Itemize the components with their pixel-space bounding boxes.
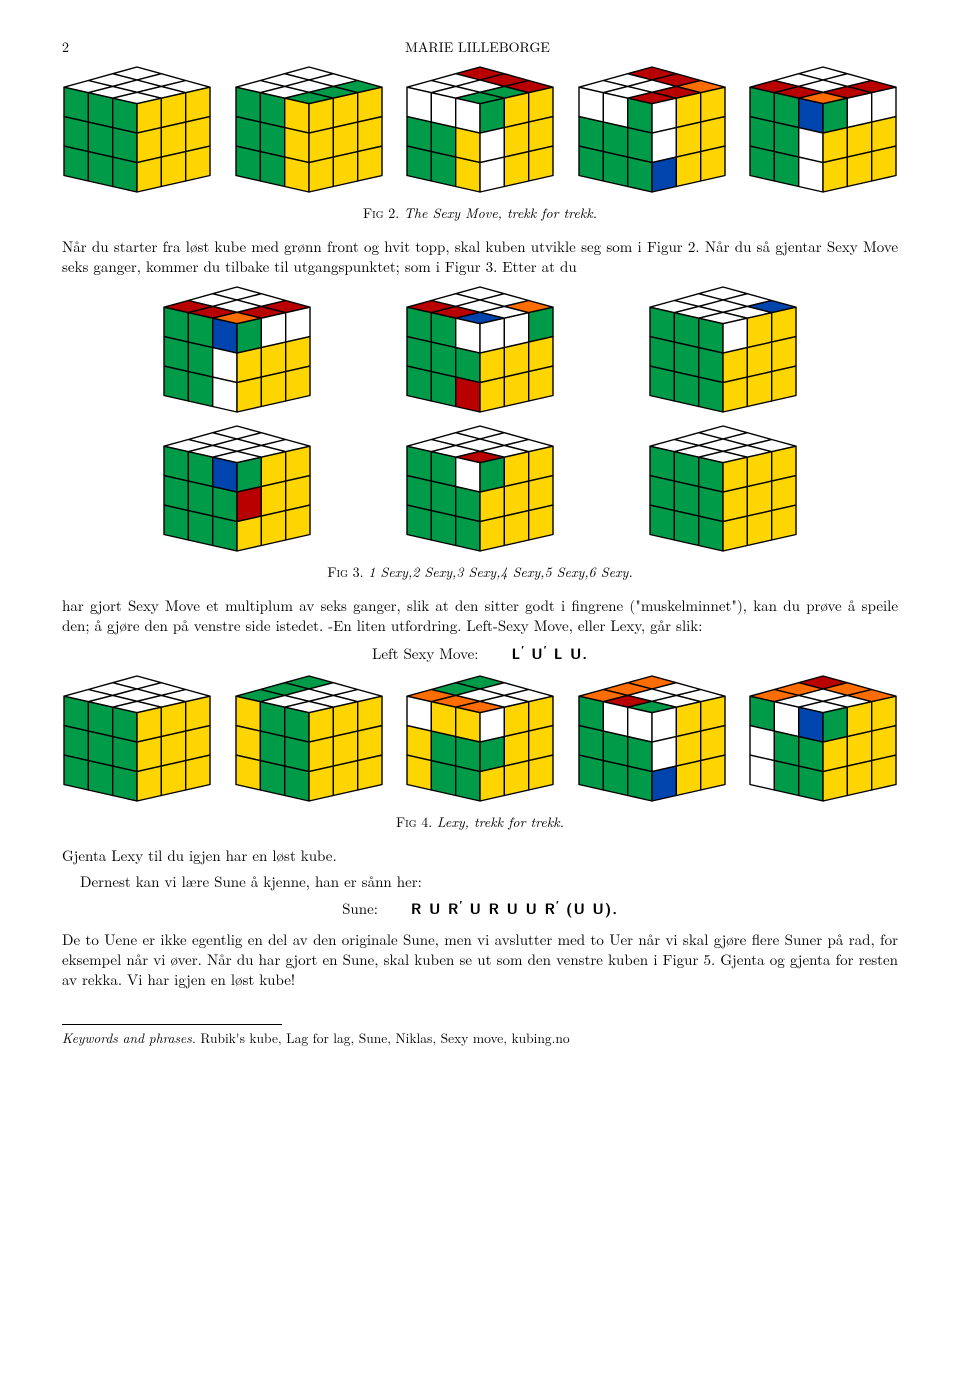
sune-line: Sune: R U R′ U R U U R′ (U U). bbox=[62, 898, 898, 919]
paragraph-2: har gjort Sexy Move et multiplum av seks… bbox=[62, 596, 898, 637]
rubiks-cube bbox=[234, 65, 384, 194]
rubiks-cube bbox=[162, 285, 312, 414]
fig2-label: Fig 2. bbox=[363, 203, 399, 223]
fig4-text: Lexy, trekk for trekk. bbox=[437, 812, 564, 832]
rubiks-cube bbox=[405, 65, 555, 194]
left-sexy-label: Left Sexy Move: bbox=[372, 644, 478, 664]
rubiks-cube bbox=[648, 285, 798, 414]
footnote-rule bbox=[62, 1024, 282, 1025]
fig2-cubes bbox=[62, 65, 898, 194]
fig3-cubes-row2 bbox=[62, 424, 898, 553]
rubiks-cube bbox=[577, 65, 727, 194]
sune-label: Sune: bbox=[342, 899, 378, 919]
page-number: 2 bbox=[62, 38, 69, 57]
paragraph-4: Dernest kan vi lære Sune å kjenne, han e… bbox=[62, 872, 898, 892]
sune-alg: R U R′ U R U U R′ (U U). bbox=[411, 898, 618, 919]
rubiks-cube bbox=[648, 424, 798, 553]
fig4-label: Fig 4. bbox=[396, 812, 432, 832]
fig4-cubes bbox=[62, 674, 898, 803]
fig3-caption: Fig 3. 1 Sexy,2 Sexy,3 Sexy,4 Sexy,5 Sex… bbox=[62, 563, 898, 582]
left-sexy-move-line: Left Sexy Move: L′ U′ L U. bbox=[62, 643, 898, 664]
fig2-text: The Sexy Move, trekk for trekk. bbox=[404, 203, 597, 223]
rubiks-cube bbox=[577, 674, 727, 803]
fig4-caption: Fig 4. Lexy, trekk for trekk. bbox=[62, 813, 898, 832]
fig2-caption: Fig 2. The Sexy Move, trekk for trekk. bbox=[62, 204, 898, 223]
left-sexy-alg: L′ U′ L U. bbox=[511, 643, 588, 664]
page-header: 2 MARIE LILLEBORGE bbox=[62, 38, 898, 57]
paragraph-1: Når du starter fra løst kube med grønn f… bbox=[62, 237, 898, 278]
paragraph-5: De to Uene er ikke egentlig en del av de… bbox=[62, 930, 898, 991]
rubiks-cube bbox=[405, 285, 555, 414]
fig3-cubes-row1 bbox=[62, 285, 898, 414]
paragraph-3: Gjenta Lexy til du igjen har en løst kub… bbox=[62, 846, 898, 866]
keywords-line: Keywords and phrases. Rubik's kube, Lag … bbox=[62, 1029, 898, 1047]
fig3-label: Fig 3. bbox=[327, 562, 363, 582]
fig3-text: 1 Sexy,2 Sexy,3 Sexy,4 Sexy,5 Sexy,6 Sex… bbox=[368, 562, 632, 582]
rubiks-cube bbox=[62, 674, 212, 803]
keywords-text: Rubik's kube, Lag for lag, Sune, Niklas,… bbox=[200, 1028, 569, 1047]
author-name: MARIE LILLEBORGE bbox=[69, 38, 886, 57]
rubiks-cube bbox=[234, 674, 384, 803]
rubiks-cube bbox=[405, 424, 555, 553]
rubiks-cube bbox=[162, 424, 312, 553]
rubiks-cube bbox=[405, 674, 555, 803]
rubiks-cube bbox=[748, 65, 898, 194]
rubiks-cube bbox=[62, 65, 212, 194]
rubiks-cube bbox=[748, 674, 898, 803]
keywords-label: Keywords and phrases. bbox=[62, 1028, 196, 1047]
